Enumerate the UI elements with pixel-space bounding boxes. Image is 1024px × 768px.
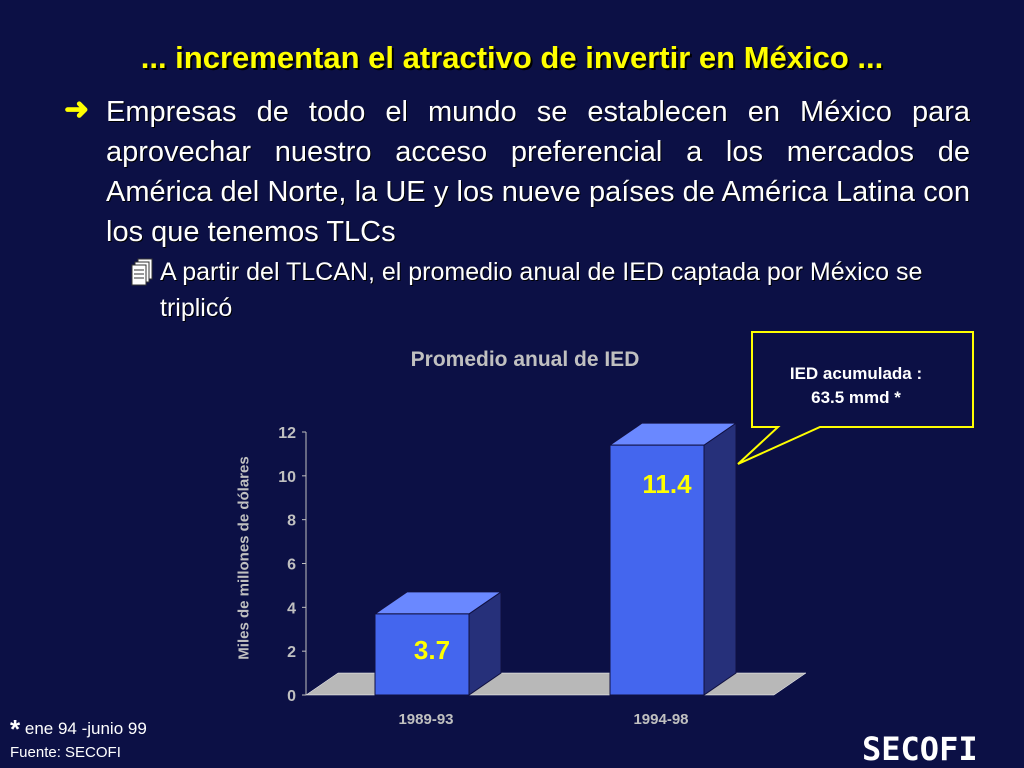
source-note: Fuente: SECOFI [10, 744, 121, 761]
y-tick-label: 4 [287, 600, 296, 617]
secofi-logo: SECOFI [862, 730, 978, 768]
bar-front [374, 613, 470, 696]
data-label: 3.7 [414, 635, 450, 665]
y-tick-label: 2 [287, 644, 296, 661]
calendar-pages-icon [131, 258, 153, 286]
x-tick-label: 1994-98 [633, 711, 688, 728]
bullet-text-main: Empresas de todo el mundo se establecen … [106, 96, 970, 248]
footnote-marker: * [10, 714, 21, 744]
footnote-text: ene 94 -junio 99 [24, 719, 147, 738]
bar-front [609, 444, 705, 696]
slide-title: ... incrementan el atractivo de invertir… [140, 40, 884, 75]
y-tick-label: 12 [278, 425, 296, 442]
data-label: 11.4 [642, 469, 692, 499]
callout-text: IED acumulada : 63.5 mmd * [753, 362, 959, 410]
x-tick-label: 1989-93 [398, 711, 453, 728]
arrow-right-icon: ➜ [64, 93, 90, 126]
callout-line-1: IED acumulada : [789, 364, 923, 383]
footnote: * ene 94 -junio 99 [10, 714, 147, 745]
bar-side [703, 422, 737, 696]
bullet-text-sub: A partir del TLCAN, el promedio anual de… [160, 258, 923, 322]
y-tick-label: 0 [287, 688, 296, 705]
y-tick-label: 6 [287, 557, 296, 574]
bar-1994-98 [608, 422, 738, 696]
y-tick-label: 10 [278, 469, 296, 486]
y-tick-label: 8 [287, 513, 296, 530]
callout-line-2: 63.5 mmd * [811, 388, 901, 407]
bar-1989-93 [373, 590, 503, 696]
chart-title: Promedio anual de IED [410, 348, 640, 371]
